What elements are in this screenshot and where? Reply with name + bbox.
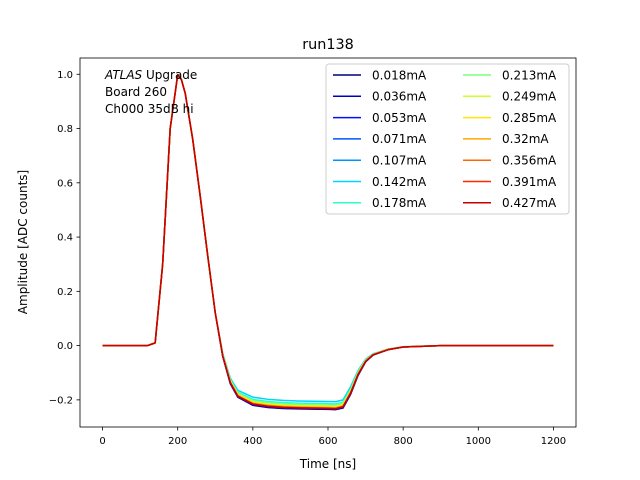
legend-label: 0.356mA [502, 154, 557, 168]
legend-label: 0.391mA [502, 175, 557, 189]
y-tick-label: 0.0 [57, 341, 73, 352]
legend-item: 0.249mA [463, 90, 557, 104]
legend-item: 0.32mA [463, 132, 549, 146]
legend-label: 0.285mA [502, 111, 557, 125]
annotation-line-0: ATLAS Upgrade [104, 68, 197, 82]
legend-item: 0.142mA [333, 175, 427, 189]
y-axis: −0.2 0.0 0.2 0.4 0.6 0.8 1.0 [49, 70, 80, 406]
legend-label: 0.178mA [372, 196, 427, 210]
legend-label: 0.427mA [502, 196, 557, 210]
legend-item: 0.036mA [333, 90, 427, 104]
chart-title: run138 [302, 37, 354, 53]
annotation-line-2: Ch000 35dB hi [105, 102, 194, 116]
x-tick-label: 600 [318, 436, 337, 447]
annotation-italic: ATLAS [104, 68, 143, 82]
annotation-line-1: Board 260 [105, 85, 167, 99]
legend-frame [325, 63, 570, 215]
legend-label: 0.071mA [372, 132, 427, 146]
plot-area [79, 57, 577, 428]
annotation-block: ATLAS Upgrade Board 260 Ch000 35dB hi [104, 68, 197, 116]
y-axis-label: Amplitude [ADC counts] [16, 170, 30, 314]
series-line-13 [102, 74, 554, 410]
legend-label: 0.213mA [502, 68, 557, 82]
legend-label: 0.32mA [502, 132, 549, 146]
x-tick-label: 1000 [466, 436, 491, 447]
y-tick-label: 0.8 [57, 124, 73, 135]
annotation-text: Board 260 [105, 85, 167, 99]
legend: 0.018mA 0.036mA 0.053mA 0.071mA 0.107mA 0.142… [325, 63, 570, 215]
x-tick-label: 1200 [541, 436, 566, 447]
legend-label: 0.018mA [372, 68, 427, 82]
x-tick-label: 0 [99, 436, 105, 447]
annotation-text: Ch000 35dB hi [105, 102, 194, 116]
legend-label: 0.107mA [372, 154, 427, 168]
legend-item: 0.285mA [463, 111, 557, 125]
legend-item: 0.427mA [463, 196, 557, 210]
legend-label: 0.053mA [372, 111, 427, 125]
legend-label: 0.249mA [502, 90, 557, 104]
legend-item: 0.107mA [333, 154, 427, 168]
legend-label: 0.142mA [372, 175, 427, 189]
x-axis: 0 200 400 600 800 1000 1200 [99, 427, 566, 447]
annotation-text: Upgrade [142, 68, 197, 82]
legend-item: 0.213mA [463, 68, 557, 82]
x-tick-label: 800 [394, 436, 413, 447]
y-tick-label: −0.2 [49, 395, 73, 406]
x-tick-label: 200 [168, 436, 187, 447]
x-axis-label: Time [ns] [299, 457, 356, 471]
legend-item: 0.178mA [333, 196, 427, 210]
x-tick-label: 400 [243, 436, 262, 447]
legend-item: 0.053mA [333, 111, 427, 125]
legend-item: 0.391mA [463, 175, 557, 189]
series-layer [102, 74, 554, 411]
legend-label: 0.036mA [372, 90, 427, 104]
legend-item: 0.018mA [333, 68, 427, 82]
y-tick-label: 0.2 [57, 287, 73, 298]
legend-item: 0.356mA [463, 154, 557, 168]
y-tick-label: 0.6 [57, 178, 73, 189]
y-tick-label: 0.4 [57, 233, 73, 244]
legend-item: 0.071mA [333, 132, 427, 146]
y-tick-label: 1.0 [57, 70, 73, 81]
